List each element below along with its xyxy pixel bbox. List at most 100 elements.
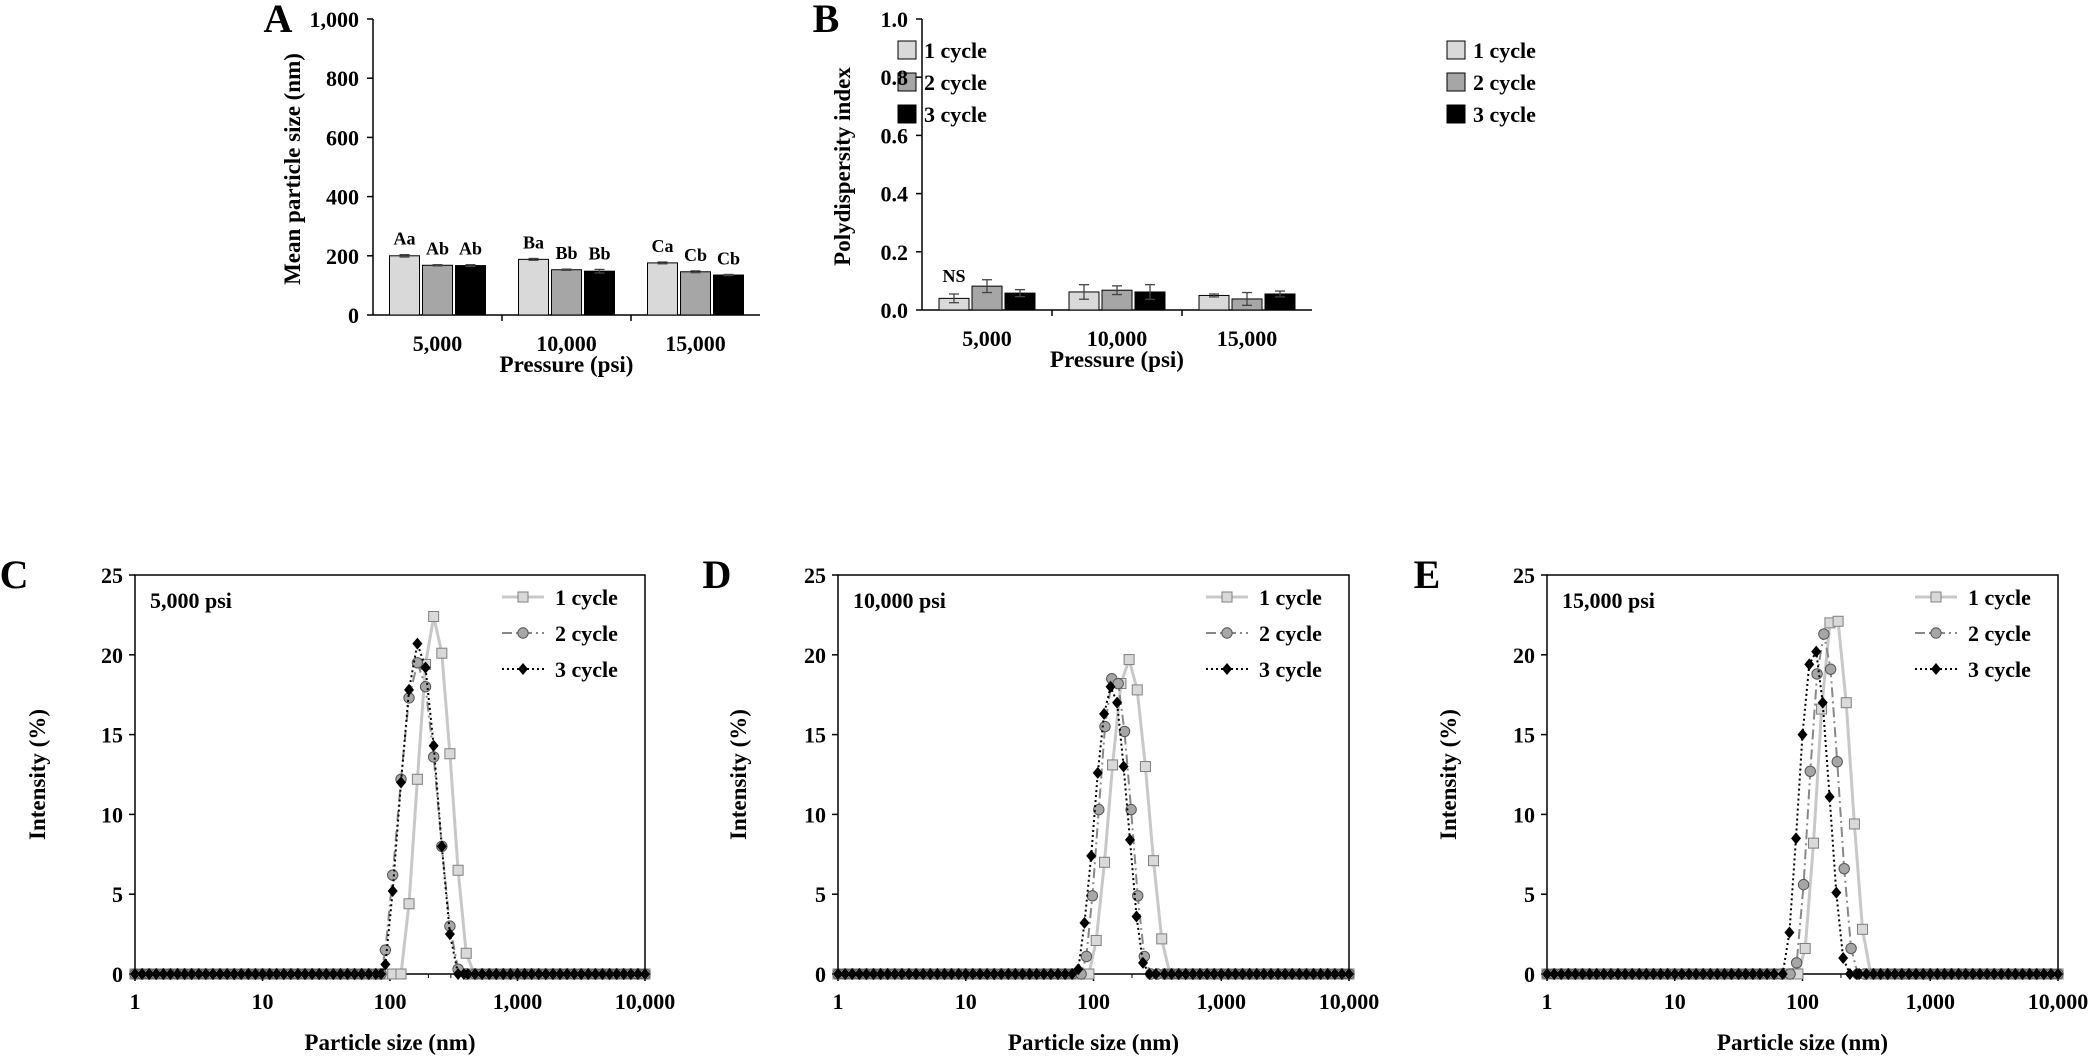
data-point [1953,968,1964,980]
data-point [1230,968,1241,980]
data-point [1308,968,1319,980]
data-point [1655,968,1666,980]
data-point [1777,968,1788,980]
y-tick-label: 25 [804,563,826,588]
data-point [1112,696,1123,709]
data-point [1112,677,1124,690]
x-tick-label: 100 [1786,989,1819,1014]
legend-entry: 2 cycle [1259,621,1322,646]
data-point [918,968,929,980]
data-point [604,968,615,980]
data-point [1105,680,1116,693]
y-tick-label: 200 [326,244,359,269]
data-point [1620,968,1631,980]
data-point [583,968,594,980]
data-point [1797,878,1810,891]
data-point [271,968,282,980]
data-point [833,968,843,980]
data-point [428,610,440,622]
x-tick-label: 1 [130,989,141,1014]
y-tick-label: 20 [101,643,123,668]
data-point [996,968,1007,980]
series-line [838,683,1349,975]
data-point [1726,968,1737,980]
x-axis-label: Particle size (nm) [1717,1030,1888,1055]
data-point [1918,968,1929,980]
panel-b: B 0.0 0.2 0.4 0.6 0.8 1.0 5,000 10,000 15,000 Pres… [813,0,1536,372]
data-point [462,968,473,980]
legend-marker [517,591,529,603]
x-tick-label: 10 [1664,989,1686,1014]
bar [389,255,420,316]
data-point [151,968,162,980]
legend-marker [1221,627,1233,639]
data-point [137,968,148,980]
data-point [854,968,865,980]
legend-entry: 3 cycle [1473,102,1536,127]
data-point [1258,968,1269,980]
y-tick-label: 10 [1513,802,1535,827]
y-axis-label: Intensity (%) [25,709,50,840]
data-point [590,968,601,980]
significance-label: Cb [717,248,740,268]
x-tick-label: 1 [1542,989,1553,1014]
data-point [1791,832,1802,845]
data-point [444,748,456,760]
significance-label: Aa [394,229,416,249]
y-tick-label: 15 [101,723,123,748]
series-line [135,643,645,975]
data-point [1848,818,1860,830]
data-point [453,968,464,980]
data-point [1265,968,1276,980]
data-point [1067,968,1078,980]
significance-label: Ba [523,232,544,252]
data-point [1223,968,1234,980]
data-point [387,869,399,881]
data-point [1092,766,1103,779]
data-point [1273,968,1284,980]
data-point [1073,963,1084,976]
data-point [989,968,1000,980]
data-point [840,968,851,980]
data-point [1563,968,1574,980]
y-tick-label: 0 [815,962,826,987]
data-point [1329,968,1340,980]
data-point [1038,968,1049,980]
data-point [2017,968,2028,980]
data-point [1124,833,1135,846]
significance-label: Ca [652,236,674,256]
data-point [1187,968,1198,980]
data-point [1824,663,1837,675]
x-tick-label: 10 [955,989,977,1014]
data-point [300,968,310,980]
data-point [460,947,472,959]
series-line [1547,633,2058,975]
data-point [419,681,432,693]
data-point [307,968,318,980]
data-point [1627,968,1638,980]
legend-entry: 1 cycle [924,38,987,63]
x-tick-label: 100 [374,989,407,1014]
legend-entry: 1 cycle [555,585,618,610]
data-point [2053,968,2063,980]
data-point [953,968,964,980]
data-point [498,968,509,980]
y-tick-label: 1,000 [310,7,360,32]
legend-entry: 1 cycle [1473,38,1536,63]
legend-entry: 2 cycle [1473,70,1536,95]
y-tick-label: 800 [326,66,359,91]
x-axis-label: Particle size (nm) [304,1030,475,1055]
data-point [1784,926,1795,939]
y-tick-label: 5 [1524,882,1535,907]
data-point [144,968,155,980]
data-point [158,968,169,980]
data-point [889,968,900,980]
data-point [1790,957,1803,969]
y-axis-label: Mean particle size (nm) [280,53,305,285]
y-tick-label: 20 [1513,643,1535,668]
data-point [428,739,439,752]
x-tick-label: 15,000 [1217,326,1278,351]
y-tick-label: 600 [326,125,359,150]
data-point [1584,968,1595,980]
pressure-annotation: 10,000 psi [853,588,946,613]
